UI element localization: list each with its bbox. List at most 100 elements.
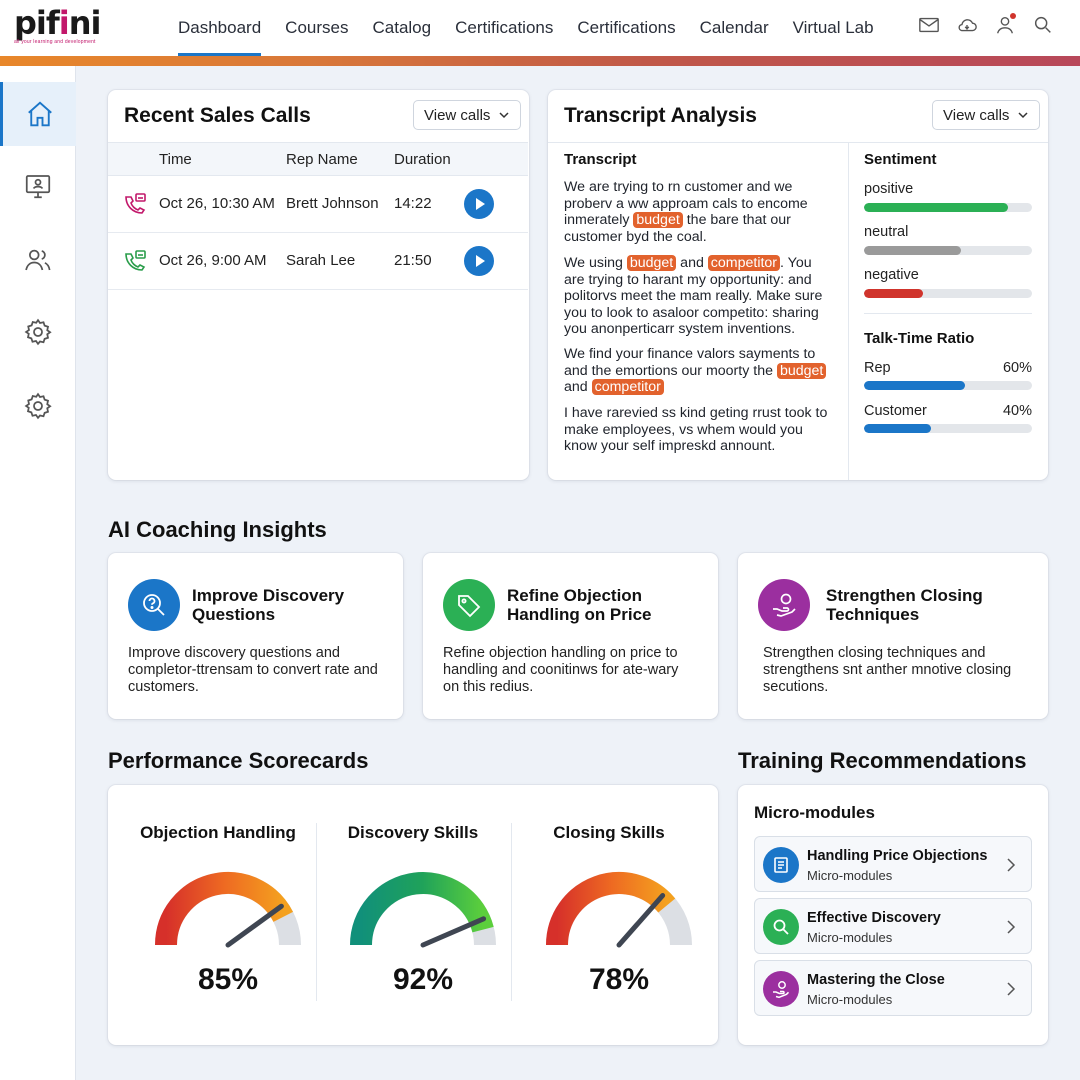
monitor-user-icon[interactable] — [0, 154, 76, 218]
col-duration: Duration — [394, 151, 451, 168]
objection-handling-gauge — [155, 872, 301, 948]
view-calls-label: View calls — [424, 106, 491, 124]
sentiment-label: positive — [864, 181, 914, 197]
keyword-highlight[interactable]: competitor — [591, 379, 664, 396]
gauge-fill — [350, 872, 494, 946]
view-calls-button[interactable]: View calls — [932, 100, 1041, 130]
cloud-icon[interactable] — [956, 14, 978, 36]
phone-message-icon — [125, 250, 146, 271]
brand-name-i: i — [58, 4, 70, 42]
scorecard-discovery-skills: Discovery Skills 92% — [315, 785, 511, 1045]
scorecard-title: Objection Handling — [140, 823, 296, 842]
brand-tagline: all your learning and development — [14, 39, 96, 45]
hand-coin-icon — [763, 971, 799, 1007]
closing-skills-gauge — [546, 872, 692, 948]
micro-modules-heading: Micro-modules — [754, 803, 875, 822]
nav-dashboard[interactable]: Dashboard — [166, 0, 273, 56]
call-duration: 21:50 — [394, 252, 432, 269]
list-book-icon — [763, 847, 799, 883]
insight-body: Refine objection handling on price to ha… — [443, 645, 679, 695]
nav-virtual-lab[interactable]: Virtual Lab — [792, 18, 874, 37]
play-button[interactable] — [464, 246, 494, 276]
col-rep-name: Rep Name — [286, 151, 358, 168]
users-icon[interactable] — [0, 228, 76, 292]
settings-icon[interactable] — [0, 374, 76, 438]
module-title: Handling Price Objections — [807, 848, 988, 864]
discovery-skills-gauge — [350, 872, 496, 948]
recent-sales-calls-card: Recent Sales Calls View calls Time Rep N… — [108, 90, 529, 480]
training-card: Micro-modules Handling Price Objections … — [738, 785, 1048, 1045]
sidebar — [0, 66, 76, 1080]
call-rep: Sarah Lee — [286, 252, 356, 269]
search-icon — [763, 909, 799, 945]
call-duration: 14:22 — [394, 195, 432, 212]
module-item[interactable]: Effective Discovery Micro-modules — [754, 898, 1032, 954]
table-row[interactable]: Oct 26, 9:00 AM Sarah Lee 21:50 — [108, 233, 528, 290]
nav-certifications-2[interactable]: Certifications — [577, 18, 676, 37]
gauge-fill — [546, 872, 676, 946]
module-subtitle: Micro-modules — [807, 992, 893, 1007]
search-icon[interactable] — [1032, 14, 1054, 36]
insight-card[interactable]: Improve Discovery Questions Improve disc… — [108, 553, 403, 719]
nav-certifications[interactable]: Certifications — [455, 18, 554, 37]
chevron-right-icon — [1007, 982, 1016, 996]
sentiment-bar-fill — [864, 289, 923, 298]
scorecard-objection-handling: Objection Handling 85% — [120, 785, 316, 1045]
keyword-highlight[interactable]: budget — [626, 255, 677, 271]
module-item[interactable]: Handling Price Objections Micro-modules — [754, 836, 1032, 892]
keyword-highlight[interactable]: budget — [776, 362, 827, 379]
header-accent-rule — [0, 56, 1080, 66]
sentiment-title: Sentiment — [864, 151, 937, 168]
talk-time-bar-rep — [864, 381, 1032, 390]
text-run: We find your finance valors sayments to … — [564, 346, 816, 379]
top-icon-group — [918, 13, 1054, 36]
header-divider — [548, 142, 1048, 143]
hand-coin-icon — [758, 579, 810, 631]
notification-dot — [1010, 13, 1016, 19]
nav-courses[interactable]: Courses — [285, 18, 349, 37]
scorecard-closing-skills: Closing Skills 78% — [511, 785, 707, 1045]
calls-table-header: Time Rep Name Duration — [108, 142, 528, 176]
col-time: Time — [159, 151, 192, 168]
module-item[interactable]: Mastering the Close Micro-modules — [754, 960, 1032, 1016]
insight-card[interactable]: Strengthen Closing Techniques Strengthen… — [738, 553, 1048, 719]
view-calls-label: View calls — [943, 106, 1010, 124]
user-icon[interactable] — [994, 13, 1016, 36]
talk-time-bar-fill — [864, 424, 932, 433]
sentiment-label: negative — [864, 267, 919, 283]
sentiment-bar-neutral — [864, 246, 1032, 255]
transcript-paragraph: We find your finance valors sayments to … — [564, 346, 830, 396]
chevron-right-icon — [1007, 858, 1016, 872]
insight-title: Strengthen Closing Techniques — [826, 586, 983, 624]
call-time: Oct 26, 10:30 AM — [159, 195, 275, 212]
call-rep: Brett Johnson — [286, 195, 379, 212]
gauge-fill — [155, 872, 294, 946]
keyword-highlight[interactable]: budget — [633, 212, 683, 229]
sentiment-bar-fill — [864, 246, 962, 255]
insight-body: Strengthen closing techniques and streng… — [763, 645, 1012, 695]
mail-icon[interactable] — [918, 14, 940, 36]
call-time: Oct 26, 9:00 AM — [159, 252, 267, 269]
sentiment-divider — [864, 313, 1032, 314]
chevron-right-icon — [1007, 920, 1016, 934]
sentiment-bar-fill — [864, 203, 1009, 212]
nav-calendar[interactable]: Calendar — [699, 18, 769, 37]
insight-card[interactable]: Refine Objection Handling on Price Refin… — [423, 553, 718, 719]
text-run: and — [676, 255, 708, 271]
keyword-highlight[interactable]: competitor — [707, 255, 781, 271]
talk-time-bar-customer — [864, 424, 1032, 433]
nav-catalog[interactable]: Catalog — [372, 18, 432, 37]
view-calls-button[interactable]: View calls — [413, 100, 522, 130]
price-tag-icon — [443, 579, 495, 631]
text-run: the bare that our customer byd the coal. — [564, 212, 791, 245]
brand-logo[interactable]: pifini all your learning and development — [14, 6, 104, 52]
table-row[interactable]: Oct 26, 10:30 AM Brett Johnson 14:22 — [108, 176, 528, 233]
sentiment-label: neutral — [864, 224, 909, 240]
talk-time-pct: 40% — [1002, 403, 1032, 419]
gauge-needle — [420, 916, 487, 948]
gear-icon[interactable] — [0, 300, 76, 364]
talk-time-label: Rep — [864, 360, 891, 376]
transcript-paragraph: We are trying to rn customer and we prob… — [564, 179, 830, 245]
play-button[interactable] — [464, 189, 494, 219]
home-icon[interactable] — [0, 82, 76, 146]
